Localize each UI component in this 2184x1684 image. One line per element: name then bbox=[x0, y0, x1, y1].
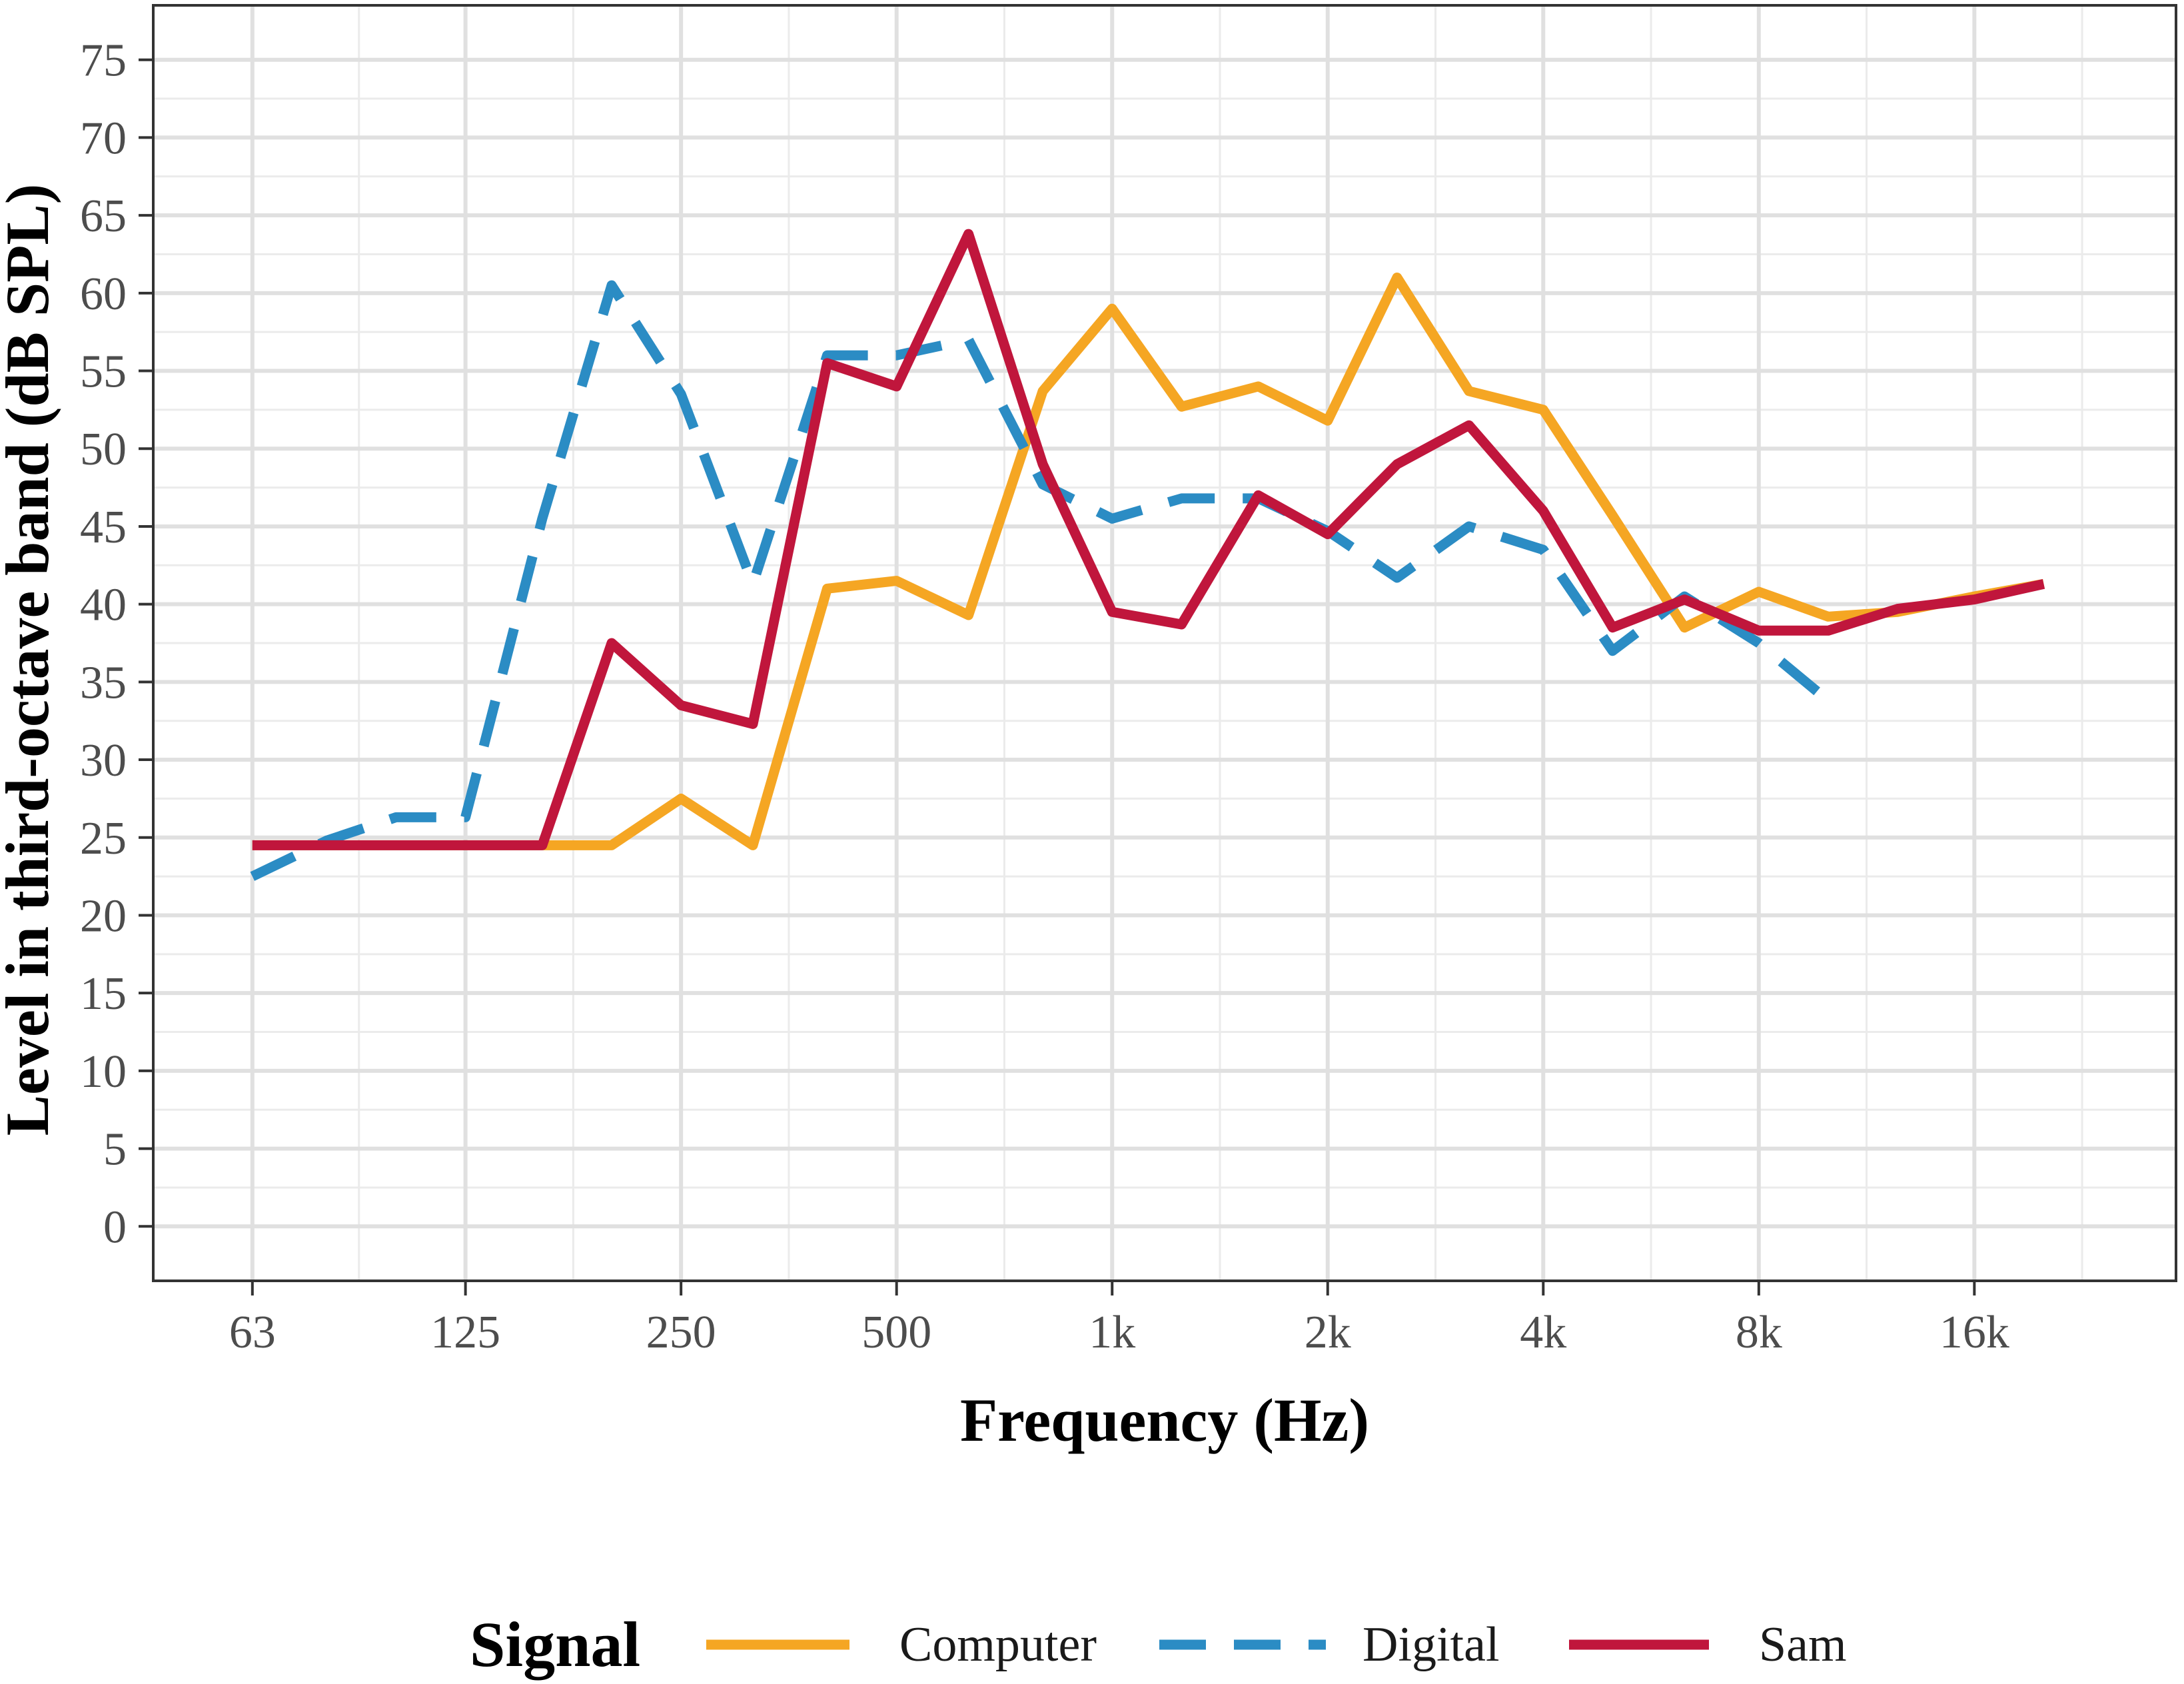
y-tick-label: 45 bbox=[80, 502, 127, 553]
x-tick-label: 2k bbox=[1305, 1307, 1351, 1358]
legend-label-sam: Sam bbox=[1759, 1617, 1847, 1672]
series-line-computer bbox=[252, 273, 2045, 850]
x-tick-label: 1k bbox=[1089, 1307, 1135, 1358]
y-tick-label: 75 bbox=[80, 35, 127, 87]
y-tick-label: 25 bbox=[80, 813, 127, 864]
y-tick-label: 10 bbox=[80, 1046, 127, 1098]
y-tick-label: 15 bbox=[80, 968, 127, 1020]
x-axis-title: Frequency (Hz) bbox=[960, 1386, 1369, 1454]
legend-label-digital: Digital bbox=[1363, 1617, 1500, 1672]
plot-panel-border bbox=[152, 4, 2177, 1282]
x-tick-label: 8k bbox=[1736, 1307, 1782, 1358]
y-tick-label: 55 bbox=[80, 347, 127, 398]
series-line-sam bbox=[252, 229, 2045, 850]
x-tick-label: 16k bbox=[1939, 1307, 2009, 1358]
x-tick-label: 4k bbox=[1520, 1307, 1566, 1358]
y-tick-label: 65 bbox=[80, 191, 127, 242]
legend-title: Signal bbox=[470, 1609, 640, 1680]
y-tick-label: 0 bbox=[103, 1202, 127, 1253]
y-tick-label: 20 bbox=[80, 890, 127, 942]
gridlines bbox=[153, 5, 2176, 1281]
series-line-digital bbox=[250, 280, 1832, 881]
x-tick-label: 500 bbox=[861, 1307, 931, 1358]
series-lines bbox=[250, 229, 2045, 881]
y-tick-label: 40 bbox=[80, 580, 127, 631]
legend: Signal Computer Digital Sam bbox=[470, 1609, 1847, 1680]
axes: 0 5 10 15 20 25 30 35 40 45 50 55 60 65 70 75 63 125 250 50… bbox=[80, 35, 2009, 1358]
y-tick-label: 35 bbox=[80, 657, 127, 708]
x-tick-label: 125 bbox=[430, 1307, 500, 1358]
x-tick-label: 63 bbox=[229, 1307, 276, 1358]
y-tick-label: 60 bbox=[80, 269, 127, 320]
y-tick-label: 70 bbox=[80, 113, 127, 164]
y-tick-label: 50 bbox=[80, 424, 127, 475]
x-tick-label: 250 bbox=[646, 1307, 716, 1358]
y-tick-label: 30 bbox=[80, 735, 127, 786]
y-tick-label: 5 bbox=[103, 1124, 127, 1176]
y-axis-title: Level in third-octave band (dB SPL) bbox=[0, 184, 61, 1136]
legend-label-computer: Computer bbox=[899, 1617, 1097, 1672]
